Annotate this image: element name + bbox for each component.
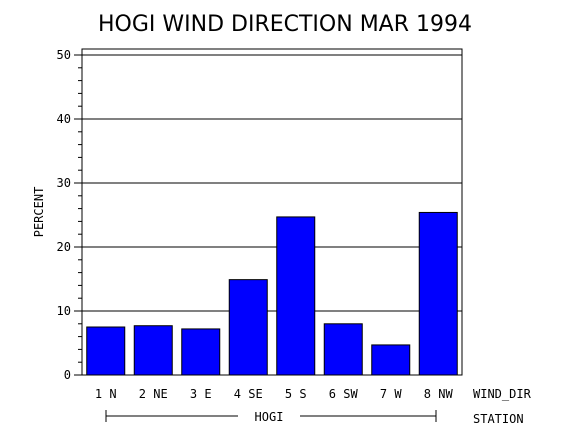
y-tick-label: 0 bbox=[64, 368, 71, 382]
group-axis-label: STATION bbox=[473, 412, 524, 426]
group-label: HOGI bbox=[255, 410, 284, 424]
x-axis-label: WIND_DIR bbox=[473, 387, 532, 401]
bar bbox=[323, 323, 363, 376]
x-tick-label: 7 W bbox=[380, 387, 402, 401]
y-tick-label: 30 bbox=[57, 176, 71, 190]
plot-frame bbox=[81, 48, 463, 376]
x-tick-label: 4 SE bbox=[234, 387, 263, 401]
y-tick-label: 50 bbox=[57, 48, 71, 62]
grid bbox=[82, 54, 462, 312]
x-tick-label: 1 N bbox=[95, 387, 117, 401]
y-tick-label: 20 bbox=[57, 240, 71, 254]
x-tick-label: 8 NW bbox=[424, 387, 454, 401]
x-tick-label: 5 S bbox=[285, 387, 307, 401]
bar bbox=[276, 216, 316, 376]
chart-title: HOGI WIND DIRECTION MAR 1994 bbox=[98, 12, 472, 37]
x-tick-label: 3 E bbox=[190, 387, 212, 401]
bar bbox=[86, 326, 126, 376]
bar bbox=[133, 325, 173, 376]
y-tick-label: 10 bbox=[57, 304, 71, 318]
bar bbox=[371, 344, 411, 376]
bar bbox=[181, 328, 221, 376]
bar bbox=[228, 279, 268, 376]
y-axis: 0 10 20 30 40 50 bbox=[57, 48, 82, 382]
y-axis-label: PERCENT bbox=[32, 187, 46, 238]
x-axis: 1 N 2 NE 3 E 4 SE 5 S 6 SW 7 W 8 NW bbox=[95, 387, 454, 401]
bars bbox=[86, 211, 458, 376]
bar bbox=[418, 211, 458, 376]
y-tick-label: 40 bbox=[57, 112, 71, 126]
x-tick-label: 6 SW bbox=[329, 387, 359, 401]
x-tick-label: 2 NE bbox=[139, 387, 168, 401]
